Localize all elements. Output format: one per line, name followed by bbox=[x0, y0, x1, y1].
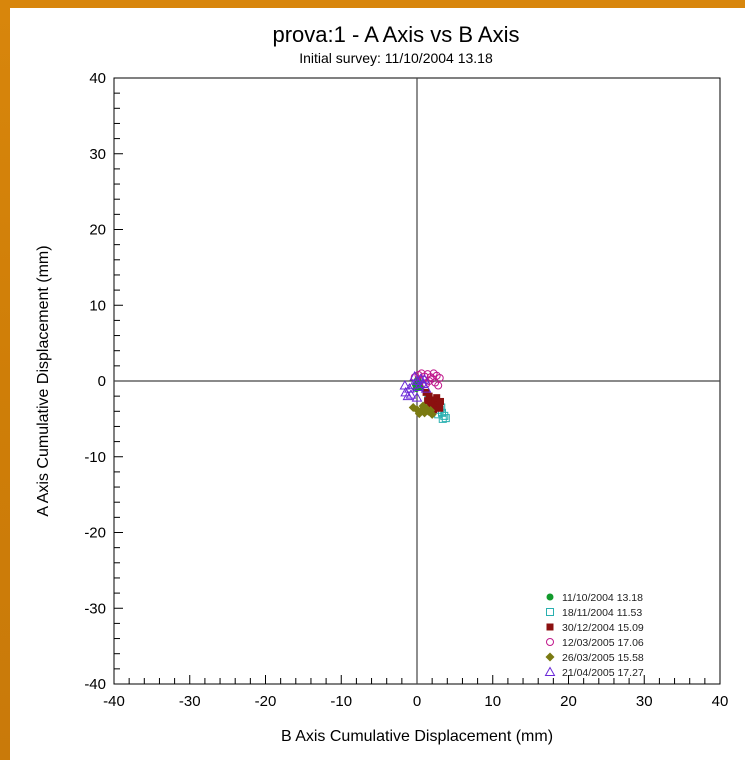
data-point bbox=[418, 401, 428, 411]
y-tick-label: -20 bbox=[84, 525, 106, 542]
legend-marker bbox=[546, 593, 554, 601]
data-point bbox=[435, 373, 444, 382]
legend-label: 12/03/2005 17.06 bbox=[562, 637, 644, 649]
data-point bbox=[420, 383, 432, 393]
data-point bbox=[402, 390, 414, 401]
x-tick-label: 30 bbox=[636, 693, 653, 710]
data-point bbox=[428, 403, 436, 411]
legend-label: 26/03/2005 15.58 bbox=[562, 652, 644, 664]
x-tick-label: 10 bbox=[484, 693, 501, 710]
series-6 bbox=[399, 370, 432, 402]
x-tick-label: 20 bbox=[560, 693, 577, 710]
y-tick-label: 20 bbox=[89, 222, 106, 239]
legend-marker bbox=[546, 623, 554, 631]
legend-marker bbox=[546, 608, 554, 616]
x-tick-label: -10 bbox=[330, 693, 352, 710]
data-point bbox=[409, 370, 421, 381]
legend-marker bbox=[545, 652, 555, 662]
minor-ticks bbox=[113, 77, 721, 685]
legend-label: 18/11/2004 11.53 bbox=[562, 607, 642, 619]
data-point bbox=[426, 406, 436, 416]
data-point bbox=[399, 380, 411, 390]
data-point bbox=[436, 404, 444, 412]
x-tick-label: -20 bbox=[255, 693, 277, 710]
x-tick-label: -30 bbox=[179, 693, 201, 710]
data-point bbox=[414, 409, 424, 419]
chart-subtitle: Initial survey: 11/10/2004 13.18 bbox=[299, 50, 493, 66]
data-point bbox=[413, 381, 424, 392]
data-point bbox=[438, 414, 447, 423]
data-point bbox=[405, 389, 417, 399]
legend-marker bbox=[544, 666, 556, 676]
data-point bbox=[425, 392, 433, 400]
x-axis-title: B Axis Cumulative Displacement (mm) bbox=[281, 728, 553, 745]
data-point bbox=[434, 381, 443, 390]
x-tick-labels: -40 -30 -20 -10 0 10 20 30 40 bbox=[103, 693, 728, 710]
scatter-chart: prova:1 - A Axis vs B Axis Initial surve… bbox=[35, 22, 728, 745]
y-tick-labels: 40 30 20 10 0 -10 -20 -30 -40 bbox=[84, 70, 106, 693]
y-tick-label: -30 bbox=[84, 600, 106, 617]
chart-legend: 11/10/2004 13.18 18/11/2004 11.53 30/12/20… bbox=[544, 592, 644, 679]
data-point bbox=[436, 397, 444, 405]
y-tick-label: 10 bbox=[89, 297, 106, 314]
legend-marker bbox=[546, 638, 554, 646]
legend-label: 21/04/2005 17.27 bbox=[562, 667, 644, 679]
chart-panel: prova:1 - A Axis vs B Axis Initial surve… bbox=[10, 8, 745, 760]
legend-label: 30/12/2004 15.09 bbox=[562, 622, 644, 634]
data-point bbox=[428, 374, 437, 383]
legend-label: 11/10/2004 13.18 bbox=[562, 592, 643, 604]
data-point bbox=[411, 392, 423, 402]
y-tick-label: 0 bbox=[98, 373, 106, 390]
y-axis-title: A Axis Cumulative Displacement (mm) bbox=[35, 245, 52, 516]
y-tick-label: -10 bbox=[84, 449, 106, 466]
data-point bbox=[433, 394, 441, 402]
chart-title: prova:1 - A Axis vs B Axis bbox=[273, 22, 520, 47]
series-5 bbox=[408, 401, 437, 419]
data-points bbox=[399, 369, 450, 423]
x-tick-label: -40 bbox=[103, 693, 125, 710]
data-point bbox=[417, 378, 429, 389]
y-tick-label: 30 bbox=[89, 146, 106, 163]
y-tick-label: -40 bbox=[84, 676, 106, 693]
x-tick-label: 40 bbox=[712, 693, 729, 710]
y-tick-label: 40 bbox=[89, 70, 106, 87]
data-point bbox=[424, 397, 432, 405]
x-tick-label: 0 bbox=[413, 693, 421, 710]
